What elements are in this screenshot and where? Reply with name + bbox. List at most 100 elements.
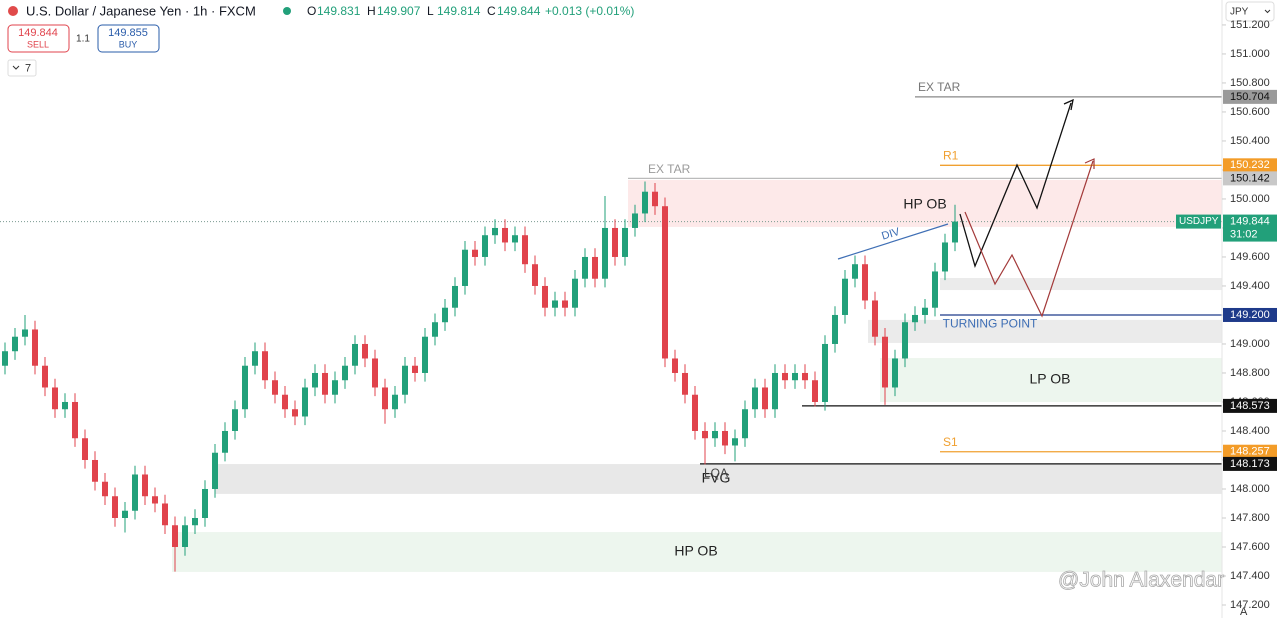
y-tick-label: 149.600 [1230, 251, 1270, 263]
candle-body [92, 459, 98, 482]
last-price-tag [1223, 214, 1277, 242]
sell-label[interactable]: SELL [27, 39, 49, 49]
price-tag [1223, 171, 1277, 186]
zone [940, 277, 1222, 291]
zone [172, 532, 1222, 572]
watermark: @John Alaxendar [1058, 569, 1224, 592]
candle-body [662, 206, 668, 359]
divergence-line [837, 223, 949, 260]
arrow-head [1063, 98, 1074, 111]
price-tag-label: 150.704 [1230, 91, 1270, 103]
candle-body [512, 235, 518, 243]
auto-scale[interactable]: A [1240, 606, 1248, 618]
candle-body [142, 474, 148, 497]
candle-body [242, 365, 248, 410]
candle-body [792, 372, 798, 381]
candle-body [812, 380, 818, 402]
candle-body [952, 221, 958, 243]
candle-body [672, 358, 678, 373]
candle-body [472, 249, 478, 257]
zone-label: HP OB [674, 543, 717, 559]
ohlc-value: 149.831 [317, 4, 361, 18]
sell-button[interactable] [7, 24, 70, 53]
spread: 1.1 [76, 34, 90, 45]
y-tick-label: 149.400 [1230, 280, 1270, 292]
candle-body [322, 372, 328, 395]
currency[interactable]: JPY [1230, 7, 1249, 18]
chevron [1264, 9, 1271, 14]
y-tick-label: 147.200 [1230, 599, 1270, 611]
change: +0.013 (+0.01%) [545, 4, 634, 18]
y-tick-label: 148.400 [1230, 425, 1270, 437]
candle-body [162, 503, 168, 526]
candle-body [932, 271, 938, 308]
candle-body [822, 343, 828, 402]
sell-price[interactable]: 149.844 [18, 27, 58, 39]
candle-body [702, 430, 708, 439]
zone [628, 179, 1222, 227]
projection-path [959, 102, 1072, 268]
candle-body [282, 394, 288, 410]
candle-body [362, 343, 368, 359]
symbol-title[interactable]: U.S. Dollar / Japanese Yen · 1h · FXCM [26, 3, 256, 18]
y-tick-label: 147.800 [1230, 512, 1270, 524]
zone [868, 319, 1222, 343]
currency-select[interactable] [1225, 1, 1275, 22]
arrow-head [1084, 158, 1095, 169]
buy-price[interactable]: 149.855 [108, 27, 148, 39]
level-name: S1 [943, 435, 958, 449]
ohlc-key: L [427, 4, 434, 18]
ohlc-value: 149.814 [437, 4, 481, 18]
y-tick-label: 147.600 [1230, 541, 1270, 553]
price-tag-label: 148.257 [1230, 446, 1270, 458]
indicators-toggle[interactable] [7, 59, 37, 77]
level-name: EX TAR [918, 80, 961, 94]
symbol-icon [8, 6, 18, 16]
candle-body [752, 387, 758, 410]
indicators-count[interactable]: 7 [25, 62, 31, 74]
candle-body [872, 300, 878, 337]
candle-body [522, 235, 528, 265]
buy-button[interactable] [97, 24, 160, 53]
candle-body [492, 227, 498, 236]
y-tick-label: 151.000 [1230, 48, 1270, 60]
candle-body [452, 285, 458, 308]
candle-body [312, 372, 318, 388]
symbol-tag [1176, 214, 1221, 229]
candle-body [542, 285, 548, 308]
y-tick-label: 150.600 [1230, 106, 1270, 118]
y-tick-label: 149.000 [1230, 338, 1270, 350]
candle-body [502, 227, 508, 243]
candle-body [272, 380, 278, 395]
market-status [283, 7, 291, 15]
candle-body [32, 329, 38, 366]
candle-body [712, 430, 718, 439]
candle-body [402, 365, 408, 395]
candle-body [22, 329, 28, 337]
candle-body [572, 278, 578, 308]
ohlc-value: 149.844 [497, 4, 541, 18]
candle-body [562, 300, 568, 308]
y-tick-label: 148.800 [1230, 367, 1270, 379]
price-tag-label: 149.200 [1230, 309, 1270, 321]
candle-body [902, 322, 908, 359]
candle-body [942, 242, 948, 272]
candle-body [922, 307, 928, 315]
candle-body [172, 525, 178, 547]
countdown: 31:02 [1230, 228, 1258, 240]
candle-body [782, 372, 788, 381]
candle-body [622, 227, 628, 257]
candle-body [232, 409, 238, 431]
candle-body [372, 358, 378, 388]
candle-body [382, 387, 388, 410]
candle-body [842, 278, 848, 315]
candle-body [82, 438, 88, 460]
candle-body [432, 322, 438, 337]
projection-path [964, 160, 1094, 318]
y-tick-label: 148.000 [1230, 483, 1270, 495]
candle-body [412, 365, 418, 373]
candle-body [122, 510, 128, 518]
candle-body [62, 401, 68, 410]
buy-label[interactable]: BUY [119, 39, 138, 49]
